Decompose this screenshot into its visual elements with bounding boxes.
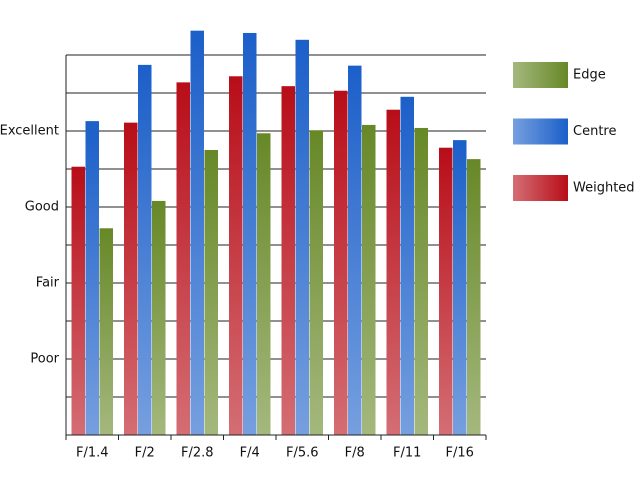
y-tick-label: Excellent — [0, 124, 59, 139]
bar — [138, 64, 152, 435]
bar — [257, 133, 271, 435]
bar — [281, 86, 295, 435]
bar — [400, 96, 414, 436]
x-tick-label: F/16 — [446, 446, 474, 461]
legend-swatch — [513, 175, 568, 201]
bar — [190, 30, 204, 436]
bar — [204, 150, 218, 435]
bar — [99, 228, 113, 435]
legend-swatch — [513, 62, 568, 88]
legend-label: Weighted — [573, 181, 635, 196]
bar — [386, 109, 400, 435]
bar — [467, 159, 481, 435]
bar — [334, 90, 348, 435]
bar — [152, 200, 166, 435]
bar — [71, 166, 85, 435]
x-tick-label: F/4 — [240, 446, 260, 461]
legend-swatch — [513, 118, 568, 145]
bar — [176, 82, 190, 436]
legend-label: Edge — [573, 68, 606, 83]
x-tick-label: F/1.4 — [76, 446, 109, 461]
y-tick-label: Poor — [30, 352, 59, 367]
bar — [453, 140, 467, 435]
x-tick-label: F/5.6 — [286, 446, 319, 461]
y-tick-label: Fair — [36, 276, 60, 291]
x-tick-label: F/2.8 — [181, 446, 214, 461]
bar — [85, 121, 99, 436]
bar — [414, 127, 428, 436]
bar — [295, 39, 309, 436]
y-tick-label: Good — [25, 200, 59, 215]
x-tick-label: F/8 — [345, 446, 365, 461]
bar — [229, 76, 243, 435]
x-tick-label: F/2 — [135, 446, 155, 461]
bar — [439, 147, 453, 435]
bar — [124, 122, 138, 435]
bar — [309, 130, 323, 436]
x-tick-label: F/11 — [393, 446, 421, 461]
legend-label: Centre — [573, 124, 616, 139]
bar — [243, 32, 257, 436]
bar — [362, 124, 376, 436]
bar — [348, 65, 362, 435]
